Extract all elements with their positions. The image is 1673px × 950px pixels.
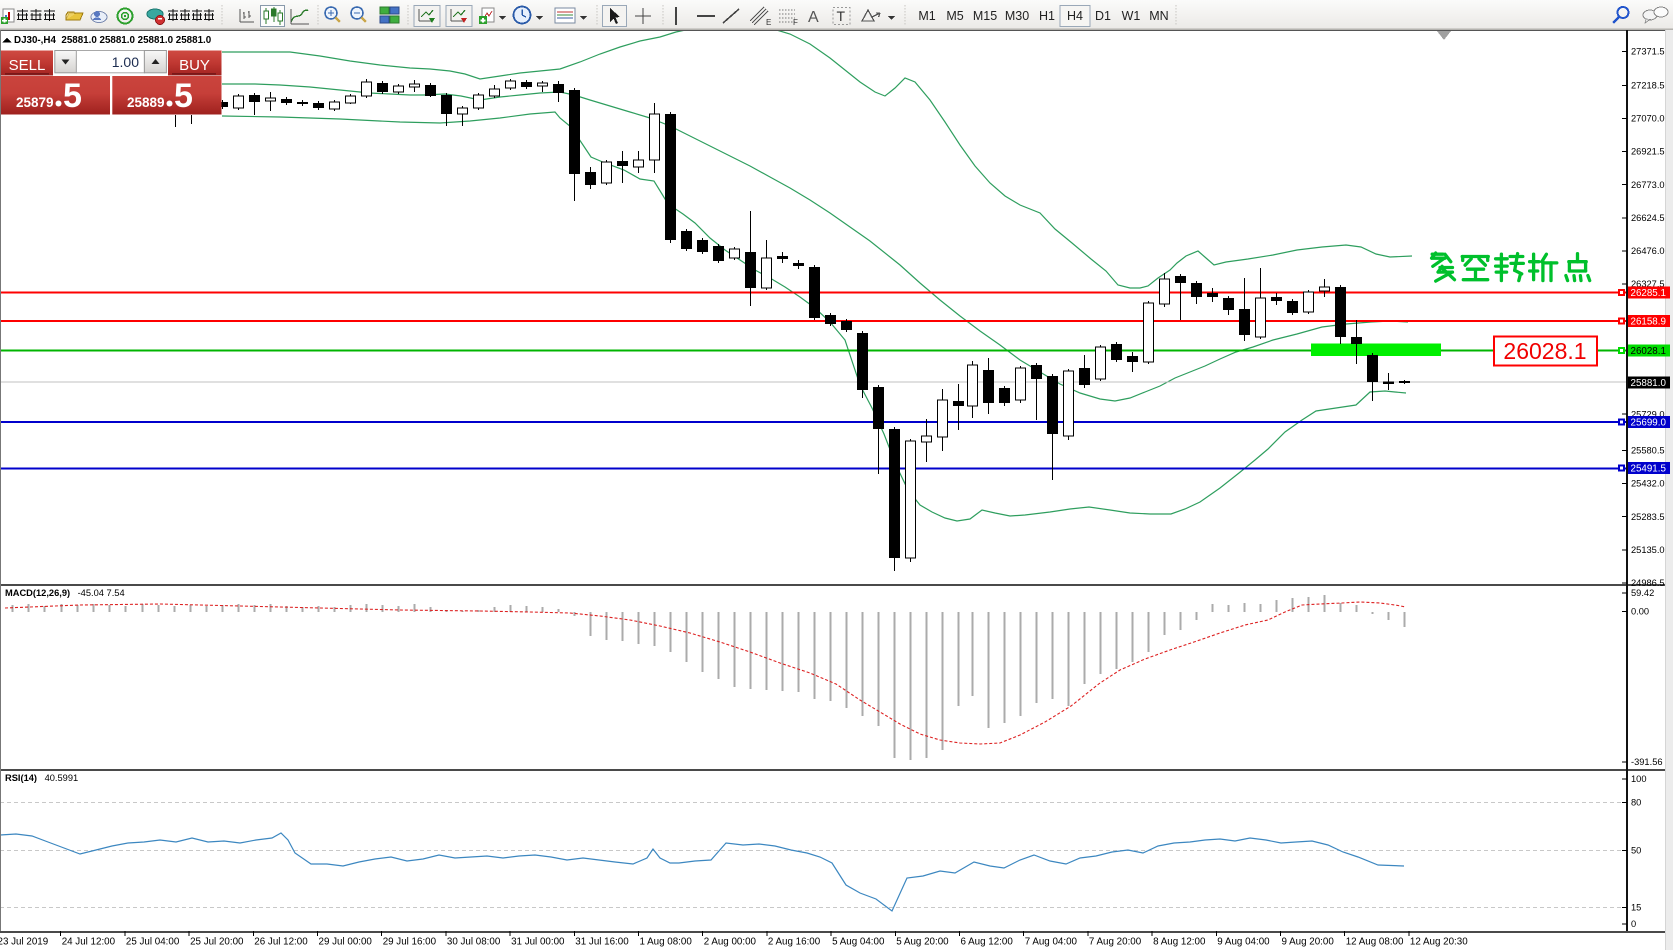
svg-text:MN: MN: [1149, 9, 1168, 23]
svg-text:26624.5: 26624.5: [1631, 213, 1665, 223]
svg-text:27218.5: 27218.5: [1631, 81, 1665, 91]
svg-text:40.5991: 40.5991: [42, 773, 78, 783]
svg-text:1 Aug 08:00: 1 Aug 08:00: [640, 937, 693, 948]
svg-text:25135.0: 25135.0: [1631, 545, 1665, 555]
svg-text:26921.5: 26921.5: [1631, 147, 1665, 157]
svg-text:26158.9: 26158.9: [1631, 316, 1666, 327]
svg-text:25283.5: 25283.5: [1631, 512, 1665, 522]
svg-text:29 Jul 00:00: 29 Jul 00:00: [319, 937, 373, 948]
svg-text:7 Aug 20:00: 7 Aug 20:00: [1089, 937, 1142, 948]
svg-text:M15: M15: [973, 9, 997, 23]
svg-text:MACD(12,26,9): MACD(12,26,9): [5, 588, 70, 598]
svg-text:6 Aug 12:00: 6 Aug 12:00: [961, 937, 1014, 948]
svg-text:29 Jul 16:00: 29 Jul 16:00: [383, 937, 437, 948]
svg-text:D1: D1: [1095, 9, 1111, 23]
svg-text:H4: H4: [1067, 9, 1083, 23]
svg-text:25699.0: 25699.0: [1631, 417, 1667, 428]
svg-text:30 Jul 08:00: 30 Jul 08:00: [447, 937, 501, 948]
svg-text:26028.1: 26028.1: [1631, 346, 1666, 357]
svg-text:0.00: 0.00: [1631, 607, 1649, 617]
svg-text:25491.5: 25491.5: [1631, 463, 1667, 474]
svg-text:2 Aug 00:00: 2 Aug 00:00: [704, 937, 757, 948]
svg-text:31 Jul 00:00: 31 Jul 00:00: [511, 937, 565, 948]
svg-text:25729.0: 25729.0: [1631, 409, 1665, 419]
svg-text:24 Jul 12:00: 24 Jul 12:00: [62, 937, 116, 948]
svg-text:80: 80: [1631, 798, 1641, 808]
svg-text:SELL: SELL: [9, 57, 46, 74]
svg-text:7 Aug 04:00: 7 Aug 04:00: [1025, 937, 1078, 948]
svg-text:5 Aug 20:00: 5 Aug 20:00: [896, 937, 949, 948]
svg-text:25881.0: 25881.0: [1631, 378, 1667, 389]
svg-text:25580.5: 25580.5: [1631, 446, 1665, 456]
svg-text:26773.0: 26773.0: [1631, 180, 1665, 190]
svg-text:25432.0: 25432.0: [1631, 479, 1665, 489]
svg-text:15: 15: [1631, 903, 1641, 913]
svg-text:5: 5: [174, 77, 193, 115]
svg-text:BUY: BUY: [179, 57, 210, 74]
svg-text:T: T: [837, 8, 846, 24]
svg-text:2 Aug 16:00: 2 Aug 16:00: [768, 937, 821, 948]
svg-text:M1: M1: [918, 9, 935, 23]
svg-text:59.42: 59.42: [1631, 588, 1654, 598]
svg-text:26476.0: 26476.0: [1631, 246, 1665, 256]
svg-text:100: 100: [1631, 774, 1647, 784]
svg-text:A: A: [808, 9, 819, 26]
svg-text:0: 0: [1631, 919, 1636, 929]
svg-text:23 Jul 2019: 23 Jul 2019: [0, 937, 48, 948]
svg-text:1.00: 1.00: [112, 54, 139, 70]
svg-text:25 Jul 04:00: 25 Jul 04:00: [126, 937, 180, 948]
svg-text:25879: 25879: [16, 95, 54, 110]
svg-text:31 Jul 16:00: 31 Jul 16:00: [575, 937, 629, 948]
svg-text:M5: M5: [946, 9, 963, 23]
svg-text:-391.56: -391.56: [1631, 757, 1663, 767]
svg-text:27371.5: 27371.5: [1631, 46, 1665, 56]
svg-text:5 Aug 04:00: 5 Aug 04:00: [832, 937, 885, 948]
svg-text:-45.04 7.54: -45.04 7.54: [75, 588, 125, 598]
svg-text:26028.1: 26028.1: [1503, 338, 1586, 364]
svg-text:5: 5: [63, 77, 82, 115]
svg-text:9 Aug 04:00: 9 Aug 04:00: [1217, 937, 1270, 948]
svg-text:27070.0: 27070.0: [1631, 114, 1665, 124]
svg-text:50: 50: [1631, 846, 1641, 856]
svg-text:24986.5: 24986.5: [1631, 578, 1665, 588]
svg-text:RSI(14): RSI(14): [5, 773, 37, 783]
svg-text:25 Jul 20:00: 25 Jul 20:00: [190, 937, 244, 948]
svg-text:E: E: [766, 18, 771, 27]
svg-text:F: F: [793, 18, 798, 27]
svg-text:25889: 25889: [127, 95, 165, 110]
svg-text:W1: W1: [1122, 9, 1141, 23]
svg-text:26327.5: 26327.5: [1631, 279, 1665, 289]
svg-text:26285.1: 26285.1: [1631, 288, 1666, 299]
svg-text:12 Aug 08:00: 12 Aug 08:00: [1346, 937, 1404, 948]
svg-text:M30: M30: [1005, 9, 1029, 23]
svg-text:26 Jul 12:00: 26 Jul 12:00: [254, 937, 308, 948]
svg-text:DJ30-,H4 25881.0 25881.0 2588: DJ30-,H4 25881.0 25881.0 25881.0 25881.0: [14, 35, 212, 46]
svg-text:12 Aug 20:30: 12 Aug 20:30: [1410, 937, 1468, 948]
svg-text:8 Aug 12:00: 8 Aug 12:00: [1153, 937, 1206, 948]
svg-text:9 Aug 20:00: 9 Aug 20:00: [1282, 937, 1335, 948]
svg-text:H1: H1: [1039, 9, 1055, 23]
